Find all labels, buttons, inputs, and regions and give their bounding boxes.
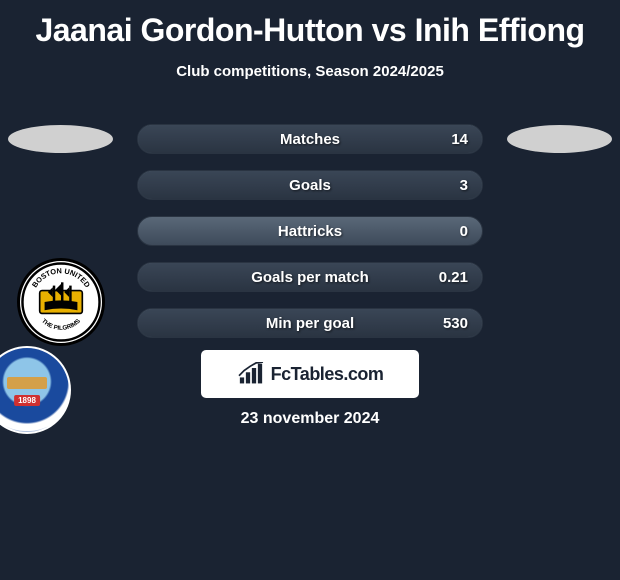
player1-name: Jaanai Gordon-Hutton	[35, 12, 363, 48]
stat-label: Goals	[289, 177, 331, 194]
player1-photo-placeholder	[8, 125, 113, 153]
stat-label: Matches	[280, 131, 340, 148]
stat-row-matches: Matches 14	[137, 124, 483, 154]
stat-row-goals: Goals 3	[137, 170, 483, 200]
player2-photo-placeholder	[507, 125, 612, 153]
boston-united-crest-icon: BOSTON UNITED THE PILGRIMS	[20, 261, 102, 343]
vs-separator: vs	[372, 12, 407, 48]
stat-value-right: 0.21	[439, 269, 468, 286]
stat-row-goals-per-match: Goals per match 0.21	[137, 262, 483, 292]
stat-label: Goals per match	[251, 269, 369, 286]
stat-value-right: 0	[460, 223, 468, 240]
subtitle: Club competitions, Season 2024/2025	[0, 63, 620, 80]
player2-name: Inih Effiong	[415, 12, 585, 48]
stat-value-right: 530	[443, 315, 468, 332]
club-badge-left: BOSTON UNITED THE PILGRIMS	[17, 258, 105, 346]
stat-label: Hattricks	[278, 223, 342, 240]
stat-row-hattricks: Hattricks 0	[137, 216, 483, 246]
stat-value-right: 14	[451, 131, 468, 148]
stat-row-min-per-goal: Min per goal 530	[137, 308, 483, 338]
stats-container: Matches 14 Goals 3 Hattricks 0 Goals per…	[137, 124, 483, 354]
bar-chart-icon	[237, 362, 265, 386]
page-title: Jaanai Gordon-Hutton vs Inih Effiong	[0, 0, 620, 49]
club-badge-right	[0, 346, 71, 434]
brand-text: FcTables.com	[271, 364, 384, 385]
stat-label: Min per goal	[266, 315, 354, 332]
snapshot-date: 23 november 2024	[241, 410, 380, 428]
brand-box: FcTables.com	[201, 350, 419, 398]
stat-value-right: 3	[460, 177, 468, 194]
